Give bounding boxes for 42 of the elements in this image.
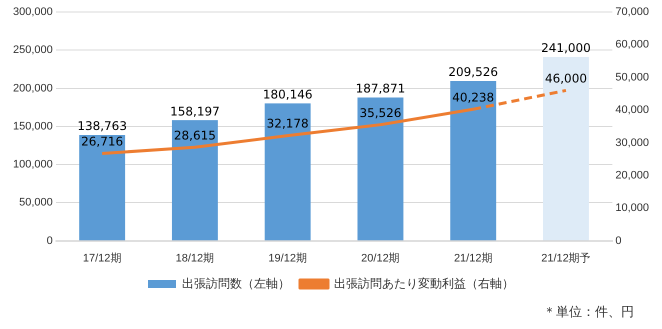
y2-tick-label: 70,000 — [615, 6, 650, 18]
x-tick-label: 19/12期 — [268, 252, 307, 264]
y2-tick-label: 20,000 — [615, 169, 650, 182]
text: ＊単位：件、円 — [543, 304, 634, 321]
y-tick-label: 250,000 — [12, 44, 53, 56]
y-tick-label: 300,000 — [12, 6, 53, 18]
x-tick-label: 17/12期 — [82, 252, 122, 264]
data-label: 209,526 — [448, 65, 498, 80]
data-label: 35,526 — [359, 106, 402, 120]
data-label: 158,197 — [170, 104, 220, 118]
legend-label: 出張訪問あたり変動利益（右軸） — [334, 276, 514, 290]
y-tick-label: 150,000 — [12, 120, 53, 132]
bar — [543, 57, 589, 240]
data-label: 241,000 — [541, 41, 591, 56]
data-label: 187,871 — [356, 82, 406, 96]
bar — [79, 134, 126, 240]
data-label: 26,716 — [81, 134, 124, 149]
x-tick-label: 21/12期 — [454, 252, 492, 264]
bar — [450, 81, 496, 240]
y2-tick-label: 30,000 — [615, 136, 650, 149]
bar — [172, 120, 218, 240]
y2-tick-label: 50,000 — [615, 71, 650, 84]
bar — [357, 98, 404, 240]
x-tick-label: 21/12期予 — [541, 252, 591, 264]
x-tick-label: 18/12期 — [176, 252, 214, 264]
data-label: 46,000 — [544, 72, 587, 86]
legend-label: 出張訪問数（左軸） — [182, 276, 290, 290]
y-tick-label: 0 — [46, 234, 53, 247]
data-label: 32,178 — [266, 116, 309, 131]
y2-tick-label: 60,000 — [615, 38, 650, 51]
data-label: 180,146 — [262, 88, 312, 102]
bar — [264, 103, 311, 240]
y-tick-label: 50,000 — [19, 196, 53, 209]
data-label: 138,763 — [77, 119, 127, 134]
data-label: 28,615 — [174, 128, 216, 142]
x-tick-label: 20/12期 — [361, 252, 400, 264]
y-tick-label: 200,000 — [12, 82, 53, 94]
y-tick-label: 100,000 — [12, 158, 53, 171]
y2-tick-label: 0 — [615, 234, 622, 247]
y2-tick-label: 10,000 — [615, 202, 650, 214]
data-label: 40,238 — [452, 90, 494, 104]
y2-tick-label: 40,000 — [615, 104, 650, 116]
